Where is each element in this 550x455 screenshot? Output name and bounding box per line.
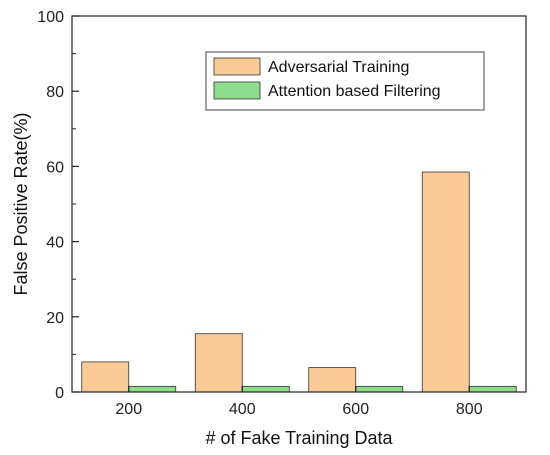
bar-adversarial-200 <box>81 361 130 393</box>
legend-swatch-1 <box>213 81 261 100</box>
axes-group: 0 20 40 60 80 100 200 400 600 800 <box>37 9 527 418</box>
bar-attention-800 <box>468 385 517 393</box>
legend-label-0: Adversarial Training <box>268 59 409 76</box>
y-tick-label-100: 100 <box>37 9 64 26</box>
y-tick-label-40: 40 <box>46 235 64 252</box>
bar-adversarial-800 <box>421 171 470 393</box>
legend: Adversarial Training Attention based Filt… <box>205 51 485 111</box>
y-axis-title: False Positive Rate(%) <box>11 112 31 295</box>
bar-adversarial-400 <box>194 333 243 393</box>
bar-attention-400 <box>241 385 290 393</box>
y-tick-label-80: 80 <box>46 84 64 101</box>
legend-label-1: Attention based Filtering <box>268 83 441 100</box>
bar-attention-600 <box>355 385 404 393</box>
y-tick-label-20: 20 <box>46 310 64 327</box>
x-tick-label-400: 400 <box>229 401 256 418</box>
bars-group <box>81 171 517 393</box>
x-tick-label-600: 600 <box>342 401 369 418</box>
bar-adversarial-600 <box>308 367 357 393</box>
x-axis-title: # of Fake Training Data <box>205 428 393 448</box>
x-tick-label-800: 800 <box>456 401 483 418</box>
y-tick-label-0: 0 <box>55 385 64 402</box>
bar-attention-200 <box>128 385 177 393</box>
legend-swatch-0 <box>213 57 261 76</box>
y-tick-label-60: 60 <box>46 159 64 176</box>
x-tick-label-200: 200 <box>115 401 142 418</box>
